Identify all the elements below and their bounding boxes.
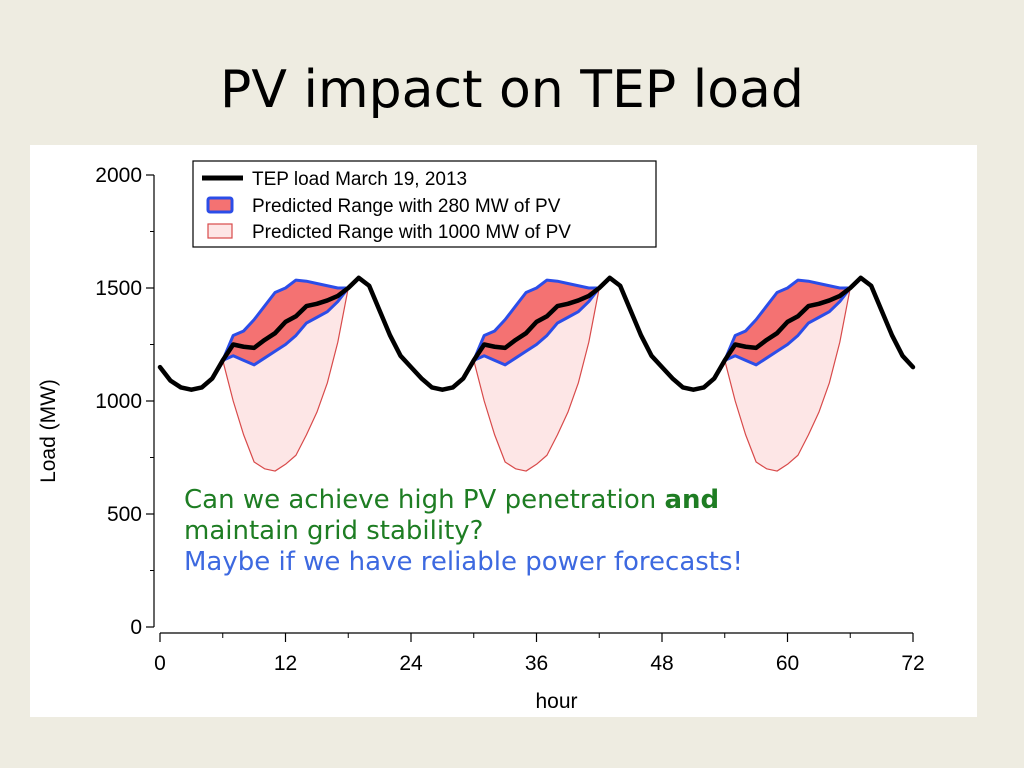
y-tick-label: 1500 xyxy=(95,277,142,300)
legend-swatch-280mw xyxy=(206,196,234,214)
legend-box xyxy=(192,160,657,248)
x-tick-label: 24 xyxy=(399,652,423,675)
x-tick-label: 36 xyxy=(525,652,548,675)
y-tick-label: 500 xyxy=(107,503,142,526)
legend: TEP load March 19, 2013 Predicted Range … xyxy=(192,160,657,248)
x-tick-label: 48 xyxy=(650,652,673,675)
load-line-group xyxy=(157,275,916,392)
load-line xyxy=(157,275,916,392)
y-tick-label: 2000 xyxy=(95,164,142,187)
axes: 0 500 1000 1500 2000 0 12 24 36 48 60 72 hour Load (M… xyxy=(37,164,925,713)
x-tick-label: 12 xyxy=(274,652,297,675)
x-axis-title: hour xyxy=(535,690,577,713)
slide-title: PV impact on TEP load xyxy=(220,60,804,120)
callout-question: Can we achieve high PV penetration and xyxy=(184,485,944,516)
legend-swatch-1000mw xyxy=(207,223,233,239)
legend-label-280mw: Predicted Range with 280 MW of PV xyxy=(252,196,561,217)
callout-line1: Can we achieve high PV penetration xyxy=(184,485,665,515)
y-tick-label: 0 xyxy=(130,616,142,639)
x-tick-label: 72 xyxy=(901,652,924,675)
callout-line2: maintain grid stability? xyxy=(184,516,484,547)
chart-panel: 0 500 1000 1500 2000 0 12 24 36 48 60 72 hour Load (M… xyxy=(30,145,977,717)
legend-label-load: TEP load March 19, 2013 xyxy=(252,169,467,190)
callout-line1-bold: and xyxy=(664,485,720,515)
y-tick-label: 1000 xyxy=(95,390,142,413)
y-axis-title: Load (MW) xyxy=(37,379,60,483)
callout-text: Can we achieve high PV penetration and m… xyxy=(184,485,944,579)
x-tick-label: 60 xyxy=(776,652,799,675)
callout-answer: Maybe if we have reliable power forecast… xyxy=(184,547,743,578)
legend-label-1000mw: Predicted Range with 1000 MW of PV xyxy=(252,222,571,243)
x-tick-label: 0 xyxy=(154,652,166,675)
load-chart: 0 500 1000 1500 2000 0 12 24 36 48 60 72 hour Load (M… xyxy=(37,160,925,713)
